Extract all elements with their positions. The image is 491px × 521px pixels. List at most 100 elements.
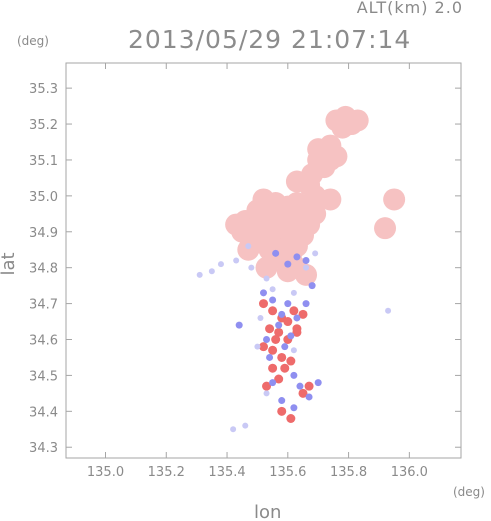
echo-point [298, 309, 308, 319]
echo-point [304, 381, 314, 391]
plot-frame [65, 62, 462, 459]
echo-point [308, 282, 316, 290]
echo-point [302, 257, 310, 264]
echo-point [242, 422, 249, 429]
echo-point [277, 352, 287, 362]
echo-point [269, 286, 276, 293]
y-tick-label: 35.1 [29, 154, 58, 169]
x-tick-label: 136.0 [391, 465, 428, 480]
echo-point [268, 306, 278, 316]
echo-point [286, 356, 296, 366]
echo-point [319, 188, 342, 211]
echo-point [260, 289, 267, 297]
echo-point [263, 275, 270, 282]
echo-point [385, 307, 392, 314]
echo-point [295, 263, 318, 286]
echo-series-2 [235, 249, 322, 412]
echo-point [235, 321, 243, 329]
echo-point [269, 296, 277, 304]
echo-point [284, 300, 292, 308]
echo-point [248, 264, 255, 271]
echo-point [303, 264, 310, 271]
echo-point [286, 414, 296, 423]
echo-point [278, 397, 286, 405]
echo-series-1 [259, 299, 314, 423]
y-tick-label: 35.0 [29, 190, 58, 205]
echo-point [233, 257, 240, 264]
echo-point [208, 268, 215, 275]
echo-point [283, 317, 293, 327]
y-tick-label: 34.5 [29, 369, 58, 384]
data-layer [196, 105, 406, 433]
echo-point [292, 324, 302, 334]
echo-point [288, 217, 311, 240]
echo-point [271, 335, 281, 344]
y-tick-label: 34.6 [29, 334, 58, 349]
echo-point [254, 343, 261, 350]
echo-point [274, 374, 284, 384]
echo-point [259, 299, 268, 309]
echo-series-3 [196, 243, 392, 433]
echo-point [230, 426, 237, 433]
echo-point [217, 261, 224, 268]
echo-point [272, 249, 280, 257]
axis-layer: 135.0 135.2 135.4 135.6 135.8 136.0 34.3 34.4 34… [29, 63, 461, 480]
echo-point [276, 260, 299, 283]
y-tick-label: 34.9 [29, 226, 58, 241]
echo-point [374, 217, 397, 240]
echo-point [278, 310, 286, 318]
echo-series-0 [225, 105, 406, 286]
echo-point [280, 363, 290, 373]
x-tick-label: 135.6 [269, 465, 306, 480]
echo-point [289, 306, 299, 316]
echo-point [325, 145, 348, 168]
echo-point [262, 381, 272, 391]
echo-point [346, 109, 369, 132]
y-tick-label: 35.3 [29, 82, 58, 97]
echo-point [245, 243, 252, 250]
y-tick-label: 34.4 [29, 405, 58, 420]
y-tick-label: 35.2 [29, 118, 58, 133]
echo-point [290, 404, 298, 412]
x-tick-label: 135.2 [148, 465, 185, 480]
echo-point [383, 188, 406, 211]
echo-point [274, 327, 284, 337]
y-tick-label: 34.3 [29, 441, 58, 456]
echo-point [307, 138, 330, 161]
chart-title: 2013/05/29 21:07:14 [128, 25, 412, 54]
echo-point [290, 371, 298, 379]
echo-point [255, 256, 278, 279]
echo-point [290, 289, 297, 296]
echo-point [237, 238, 260, 261]
echo-point [293, 314, 301, 322]
echo-point [265, 324, 275, 334]
echo-point [287, 332, 295, 340]
echo-point [305, 393, 313, 401]
x-tick-label: 135.8 [330, 465, 367, 480]
echo-point [196, 271, 203, 278]
y-tick-label: 34.7 [29, 298, 58, 313]
echo-point [298, 388, 308, 398]
y-tick-label: 34.8 [29, 262, 58, 277]
echo-point [266, 353, 274, 361]
echo-point [231, 220, 254, 243]
echo-point [268, 363, 278, 373]
echo-point [259, 342, 268, 352]
echo-point [277, 406, 287, 416]
altitude-label: ALT(km) 2.0 [356, 0, 463, 17]
echo-point [257, 314, 264, 321]
echo-point [263, 336, 271, 343]
echo-point [263, 390, 270, 397]
echo-point [281, 343, 289, 351]
echo-point [302, 300, 310, 308]
x-axis-label: lon [254, 502, 282, 521]
echo-point [314, 379, 322, 387]
echo-point [293, 253, 301, 261]
echo-point [268, 345, 278, 355]
echo-point [290, 347, 297, 354]
x-tick-label: 135.0 [87, 465, 124, 480]
y-axis-unit: (deg) [17, 34, 49, 48]
echo-point [269, 379, 277, 387]
